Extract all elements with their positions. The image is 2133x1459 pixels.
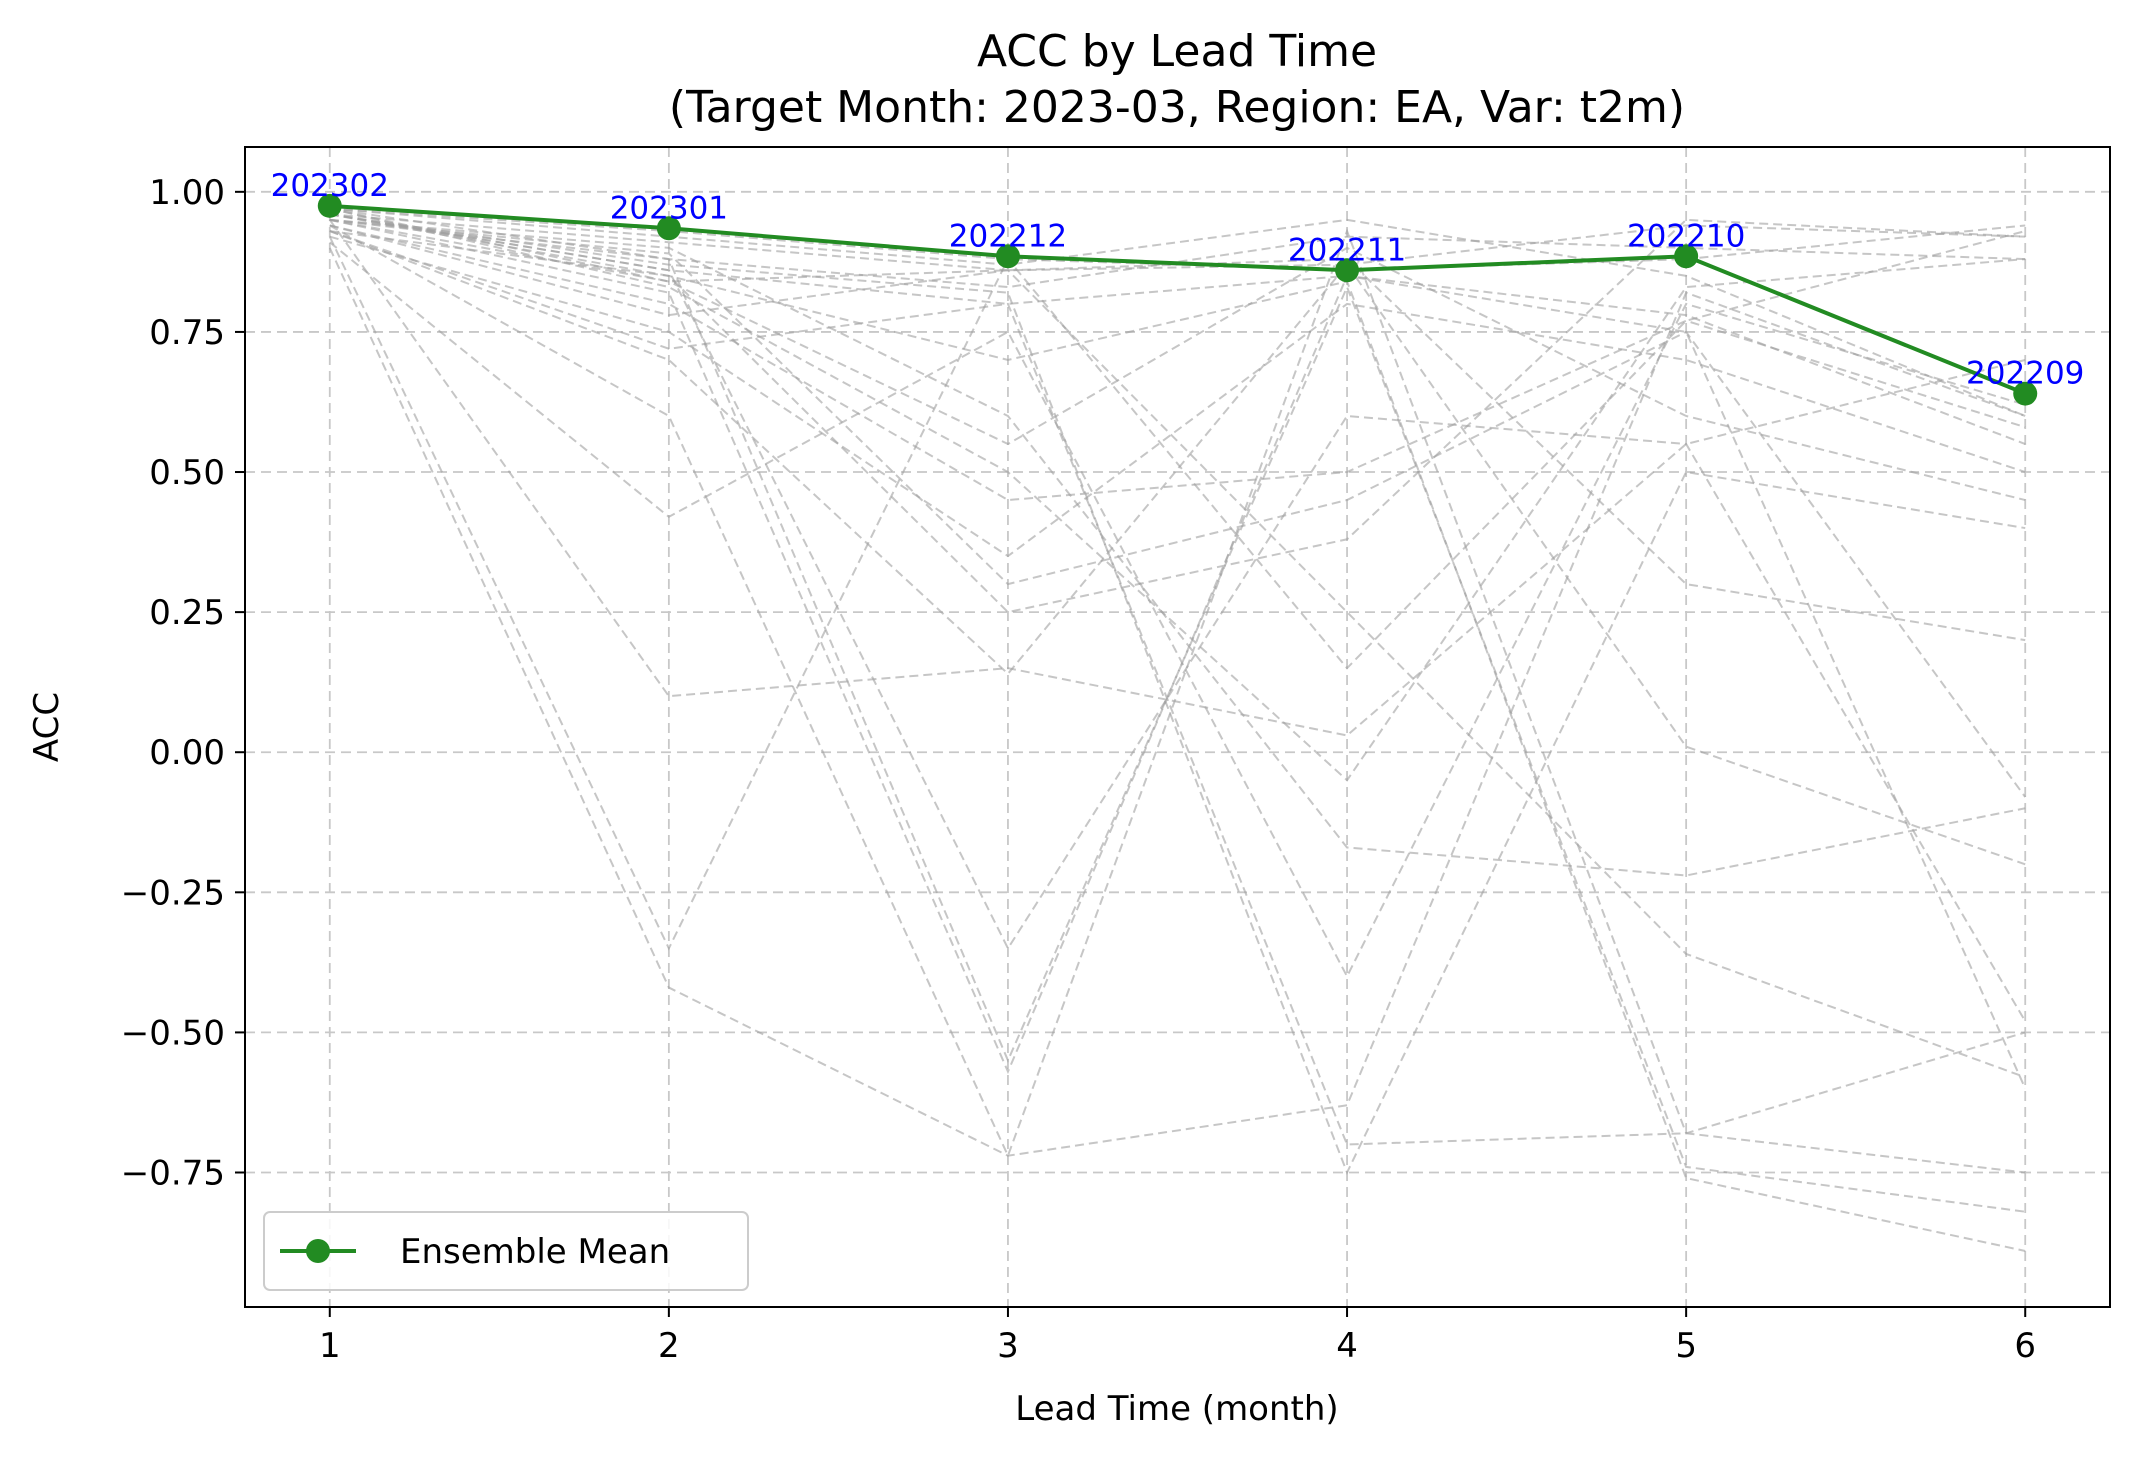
ensemble-member-line — [329, 218, 2026, 289]
point-label: 202302 — [271, 168, 389, 204]
ensemble-member-line — [329, 218, 2027, 798]
ensemble-mean-series — [317, 193, 2038, 406]
ensemble-mean-point — [2013, 381, 2038, 406]
ensemble-member-line — [328, 247, 2026, 1157]
y-tick-label: 0.75 — [149, 313, 225, 353]
ensemble-member-line — [329, 224, 2026, 1079]
chart-title: ACC by Lead Time — [977, 26, 1377, 77]
y-tick-label: 0.00 — [149, 733, 225, 773]
point-label: 202212 — [949, 218, 1067, 254]
ensemble-mean-point — [1674, 244, 1699, 269]
x-axis-ticks: 1 2 3 4 5 6 — [319, 1307, 2036, 1366]
y-axis-ticks: 1.00 0.75 0.50 0.25 0.00 −0.25 −0.50 −0.75 — [121, 173, 245, 1194]
y-tick-label: −0.25 — [121, 873, 225, 913]
x-tick-label: 1 — [319, 1326, 341, 1366]
ensemble-member-line — [328, 230, 2026, 951]
x-tick-label: 6 — [2014, 1326, 2036, 1366]
point-label: 202301 — [610, 190, 728, 226]
grid — [245, 147, 2110, 1307]
point-labels: 202302 202301 202212 202211 202210 202209 — [271, 168, 2085, 392]
ensemble-mean-point — [995, 244, 1020, 269]
ensemble-mean-line — [329, 203, 2026, 396]
point-label: 202209 — [1966, 356, 2084, 392]
ensemble-member-line — [329, 224, 2026, 1159]
ensemble-member-line — [329, 207, 2026, 417]
ensemble-member-line — [329, 207, 2026, 272]
x-axis-label: Lead Time (month) — [1015, 1389, 1338, 1429]
y-tick-label: −0.75 — [121, 1154, 225, 1194]
ensemble-member-line — [329, 218, 2026, 877]
ensemble-member-line — [329, 218, 2027, 1089]
legend-box — [263, 1211, 749, 1291]
ensemble-member-line — [329, 230, 2026, 1174]
plot-frame — [244, 146, 2111, 1308]
y-axis-label: ACC — [27, 692, 67, 762]
x-tick-label: 2 — [658, 1326, 680, 1366]
x-tick-label: 4 — [1336, 1326, 1358, 1366]
ensemble-member-line — [329, 213, 2026, 614]
point-label: 202211 — [1288, 232, 1406, 268]
legend: Ensemble Mean — [263, 1211, 749, 1291]
legend-label-ensemble-mean: Ensemble Mean — [400, 1232, 670, 1272]
ensemble-member-line — [329, 230, 2026, 866]
ensemble-member-line — [328, 219, 2026, 737]
legend-marker — [306, 1239, 330, 1263]
y-tick-label: −0.50 — [121, 1013, 225, 1053]
chart-subtitle: (Target Month: 2023-03, Region: EA, Var:… — [669, 82, 1685, 133]
ensemble-member-line — [329, 213, 2027, 1022]
ensemble-member-line — [329, 218, 2026, 502]
y-tick-label: 1.00 — [149, 173, 225, 213]
ensemble-mean-point — [1335, 258, 1360, 283]
y-tick-label: 0.50 — [149, 453, 225, 493]
point-label: 202210 — [1627, 218, 1745, 254]
ensemble-member-line — [329, 235, 2026, 558]
x-tick-label: 3 — [997, 1326, 1019, 1366]
y-tick-label: 0.25 — [149, 593, 225, 633]
ensemble-mean-point — [656, 216, 681, 241]
ensemble-member-line — [329, 213, 2026, 1176]
ensemble-member-line — [329, 207, 2026, 1213]
x-tick-label: 5 — [1675, 1326, 1697, 1366]
ensemble-member-line — [329, 213, 2026, 272]
ensemble-mean-point — [317, 193, 342, 218]
